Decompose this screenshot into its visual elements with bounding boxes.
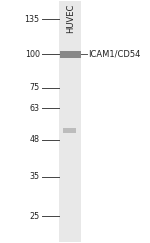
Bar (59, 1, 81, 242)
Bar (60, 51, 81, 58)
Bar (63, 129, 76, 133)
Text: 25: 25 (29, 211, 40, 220)
Text: 48: 48 (30, 135, 40, 144)
Text: 135: 135 (25, 15, 40, 24)
Text: 75: 75 (29, 83, 40, 92)
Text: 63: 63 (30, 104, 40, 113)
Text: ICAM1/CD54: ICAM1/CD54 (88, 50, 141, 59)
Text: 100: 100 (25, 50, 40, 59)
Text: HUVEC: HUVEC (66, 3, 75, 33)
Text: 35: 35 (30, 172, 40, 181)
